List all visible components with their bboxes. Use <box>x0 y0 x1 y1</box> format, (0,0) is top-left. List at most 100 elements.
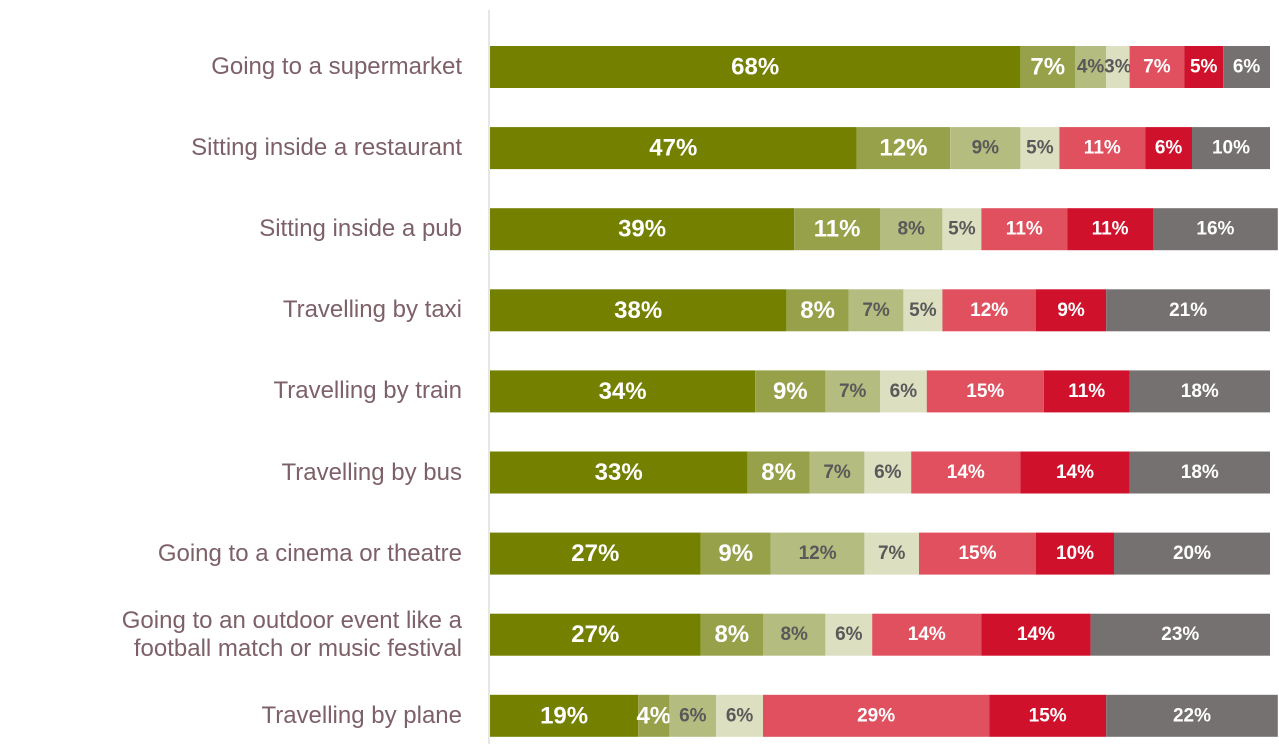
bar-segment <box>1145 127 1192 170</box>
data-label: 15% <box>958 543 996 564</box>
data-label: 21% <box>1169 300 1207 321</box>
bar-segment <box>1059 127 1146 170</box>
category-label: Sitting inside a pub <box>259 215 462 243</box>
bar-segment <box>864 532 919 575</box>
data-label: 34% <box>599 378 647 405</box>
data-label: 11% <box>814 216 861 243</box>
data-label: 6% <box>835 624 863 645</box>
data-label: 6% <box>874 462 902 483</box>
bar-segment <box>880 208 943 251</box>
bar-segment <box>1020 46 1075 88</box>
data-label: 8% <box>780 624 808 645</box>
bar-segment <box>864 451 912 494</box>
data-label: 4% <box>636 702 671 729</box>
bar-segment <box>1106 46 1130 88</box>
data-label: 9% <box>773 378 808 405</box>
data-label: 9% <box>718 540 753 567</box>
bar-segment <box>880 370 927 413</box>
data-label: 14% <box>908 624 946 645</box>
data-label: 12% <box>799 543 837 564</box>
data-label: 8% <box>761 459 796 486</box>
bar-segment <box>763 613 826 656</box>
data-label: 19% <box>540 702 588 729</box>
bar-segment <box>856 127 951 170</box>
bar-segment <box>950 127 1021 170</box>
data-label: 27% <box>571 621 619 648</box>
data-label: 11% <box>1084 138 1121 159</box>
bar-segment <box>1153 208 1278 251</box>
data-label: 38% <box>614 297 662 324</box>
category-label: Going to a supermarket <box>211 53 462 80</box>
data-label: 11% <box>1006 219 1043 240</box>
category-label: Travelling by bus <box>281 458 462 486</box>
bar-segment <box>989 694 1107 737</box>
bar-segment <box>763 694 990 737</box>
bar-segment <box>490 127 857 170</box>
data-label: 14% <box>1017 624 1055 645</box>
data-label: 18% <box>1181 381 1219 402</box>
data-label: 7% <box>823 462 851 483</box>
bar-segment <box>1106 694 1278 737</box>
bar-segment <box>490 289 787 332</box>
bar-segment <box>919 532 1036 575</box>
data-label: 7% <box>1030 54 1065 81</box>
bar-segment <box>1129 451 1270 494</box>
bar-segment <box>1043 370 1130 413</box>
data-label: 5% <box>1190 57 1218 78</box>
bar-segment <box>1067 208 1153 251</box>
data-label: 47% <box>649 135 697 162</box>
bar-segment <box>1090 613 1270 656</box>
bar-segment <box>1075 46 1107 88</box>
data-label: 3% <box>1104 57 1132 78</box>
data-label: 14% <box>947 462 985 483</box>
data-label: 10% <box>1212 138 1250 159</box>
data-label: 12% <box>970 300 1008 321</box>
bar-segment <box>926 370 1044 413</box>
bar-segment <box>981 208 1068 251</box>
bar-segment <box>716 694 763 737</box>
data-label: 22% <box>1173 705 1211 726</box>
bar-segment <box>490 451 748 494</box>
bar-segment <box>872 613 982 656</box>
data-label: 4% <box>1077 57 1105 78</box>
bar-segment <box>638 694 670 737</box>
data-label: 7% <box>839 381 867 402</box>
bar-segment <box>1129 370 1270 413</box>
data-label: 27% <box>571 540 619 567</box>
data-label: 12% <box>879 135 927 162</box>
data-label: 6% <box>679 705 707 726</box>
bar-segment <box>490 532 701 575</box>
bar-segment <box>794 208 880 251</box>
data-label: 14% <box>1056 462 1094 483</box>
data-label: 16% <box>1196 219 1234 240</box>
category-label: Sitting inside a restaurant <box>191 134 462 162</box>
data-label: 8% <box>714 621 749 648</box>
bar-segment <box>981 613 1091 656</box>
data-label: 8% <box>800 297 835 324</box>
data-label: 11% <box>1092 219 1129 240</box>
data-label: 20% <box>1173 543 1211 564</box>
bar-segment <box>700 613 763 656</box>
data-label: 15% <box>1029 705 1067 726</box>
data-label: 9% <box>1057 300 1085 321</box>
data-label: 33% <box>595 459 643 486</box>
data-label: 7% <box>878 543 906 564</box>
data-label: 6% <box>1233 57 1261 78</box>
data-label: 6% <box>726 705 754 726</box>
bar-segment <box>903 289 943 332</box>
bar-segment <box>825 613 873 656</box>
data-label: 6% <box>890 381 918 402</box>
data-label: 6% <box>1155 138 1183 159</box>
data-label: 29% <box>857 705 895 726</box>
bar-segment <box>755 370 826 413</box>
bar-segment <box>747 451 810 494</box>
data-label: 15% <box>966 381 1004 402</box>
bar-segment <box>490 208 795 251</box>
data-label: 18% <box>1181 462 1219 483</box>
bar-segment <box>911 451 1021 494</box>
category-label: Travelling by plane <box>261 701 462 729</box>
bar-segment <box>1036 532 1114 575</box>
bar-segment <box>1129 46 1185 88</box>
data-label: 10% <box>1056 543 1094 564</box>
